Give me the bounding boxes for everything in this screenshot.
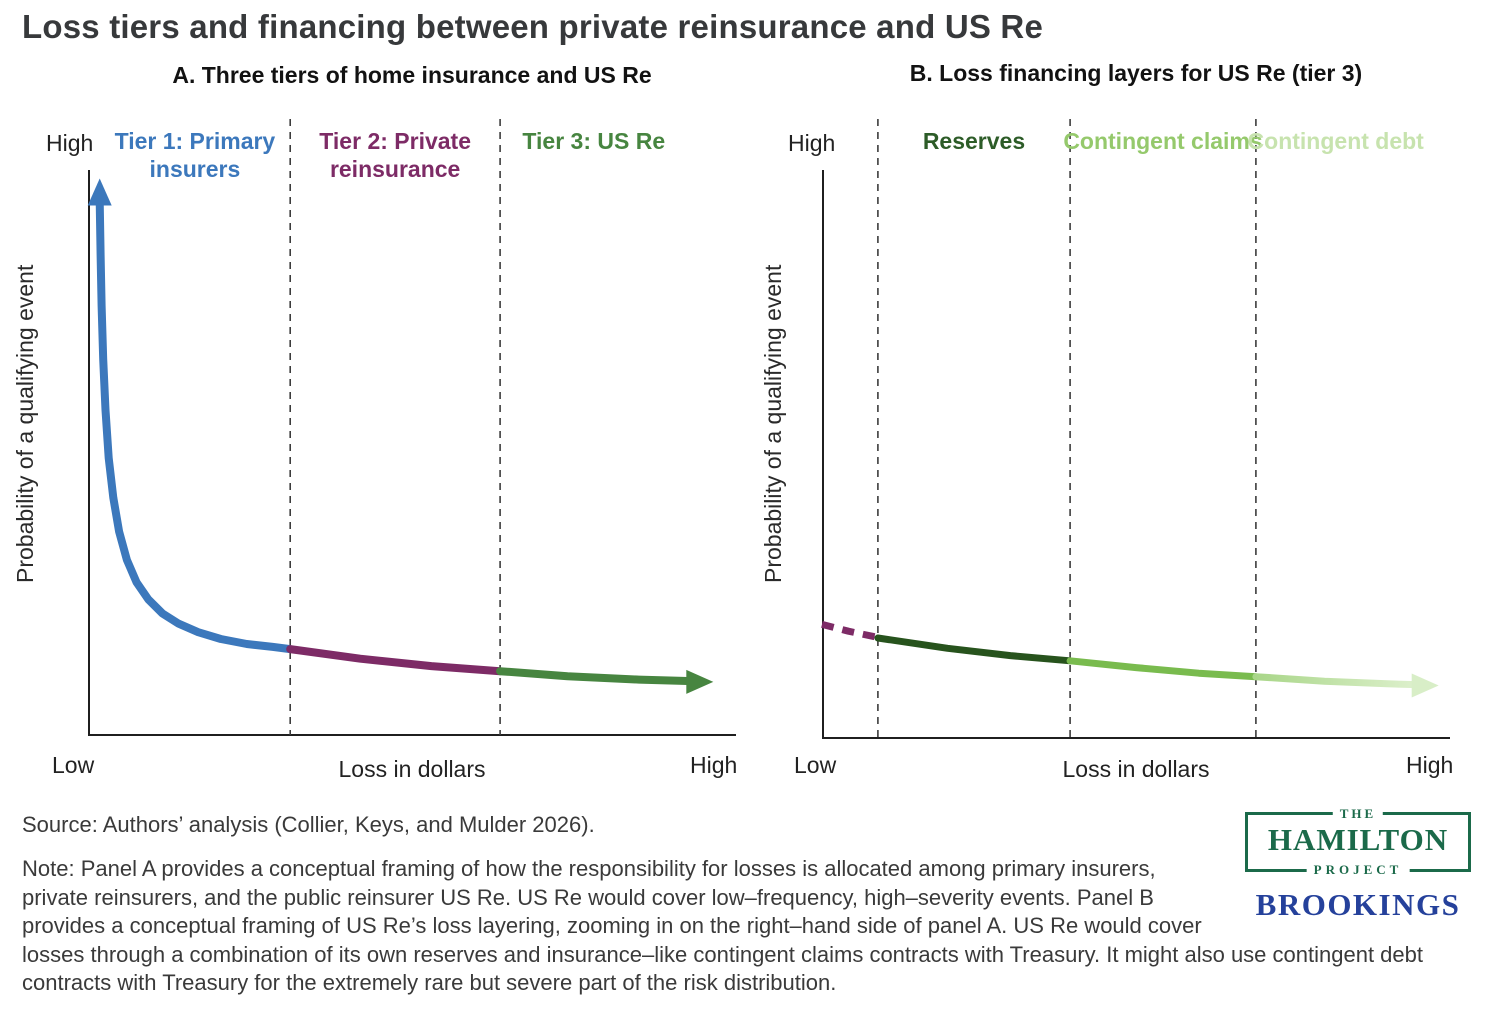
panel-a-y-high-label: High: [46, 130, 94, 156]
panel-a-title: A. Three tiers of home insurance and US …: [172, 62, 652, 88]
panel-b-x-low-label: Low: [794, 752, 837, 778]
panel-b-y-axis-label: Probability of a qualifying event: [760, 264, 786, 584]
curve-segment: [821, 621, 877, 641]
segment-label: Tier 2: Private reinsurance: [319, 128, 471, 183]
segment-label: Reserves: [922, 128, 1026, 154]
curve-segment: [95, 197, 295, 654]
curve-segment: [496, 667, 692, 685]
panel-b-x-high-label: High: [1406, 752, 1454, 778]
hamilton-logo-project: PROJECT: [1306, 862, 1410, 879]
hamilton-logo-the: THE: [1332, 806, 1384, 822]
segment-label: Tier 3: US Re: [522, 128, 666, 154]
curve-arrowhead: [686, 669, 714, 694]
figure-title: Loss tiers and financing between private…: [22, 8, 1044, 45]
segment-label: Contingent claims: [1063, 128, 1263, 154]
panel-a-y-axis-label: Probability of a qualifying event: [12, 264, 38, 584]
hamilton-project-logo: THE HAMILTON PROJECT: [1245, 806, 1471, 879]
curve-segment: [286, 645, 505, 676]
hamilton-logo-name: HAMILTON: [1267, 822, 1449, 857]
panel-b-y-high-label: High: [788, 130, 836, 156]
curve-arrowhead: [1411, 673, 1439, 698]
curve-arrowhead: [87, 178, 112, 206]
curve-segment: [1252, 673, 1419, 689]
footer: THE HAMILTON PROJECT BROOKINGS Source: A…: [22, 806, 1480, 998]
segment-label: Tier 1: Primary insurers: [114, 128, 276, 183]
curve-segment: [874, 634, 1074, 665]
panel-a-x-low-label: Low: [52, 752, 95, 778]
panel-b-curve-svg: [821, 119, 1450, 739]
panel-a-plot: [87, 115, 736, 739]
source-text: Source: Authors’ analysis (Collier, Keys…: [22, 812, 595, 837]
logo-block: THE HAMILTON PROJECT BROOKINGS: [1236, 806, 1480, 923]
panel-a-x-axis-label: Loss in dollars: [338, 756, 486, 782]
segment-label: Contingent debt: [1247, 128, 1424, 154]
panel-b-title: B. Loss financing layers for US Re (tier…: [909, 60, 1363, 86]
panel-a-x-high-label: High: [690, 752, 738, 778]
curve-segment: [1066, 657, 1260, 681]
panel-b-plot: [821, 115, 1450, 742]
panel-a-curve-svg: [87, 119, 736, 736]
brookings-logo: BROOKINGS: [1255, 887, 1461, 923]
note-text: Note: Panel A provides a conceptual fram…: [22, 856, 1423, 995]
panel-b-x-axis-label: Loss in dollars: [1062, 756, 1210, 782]
